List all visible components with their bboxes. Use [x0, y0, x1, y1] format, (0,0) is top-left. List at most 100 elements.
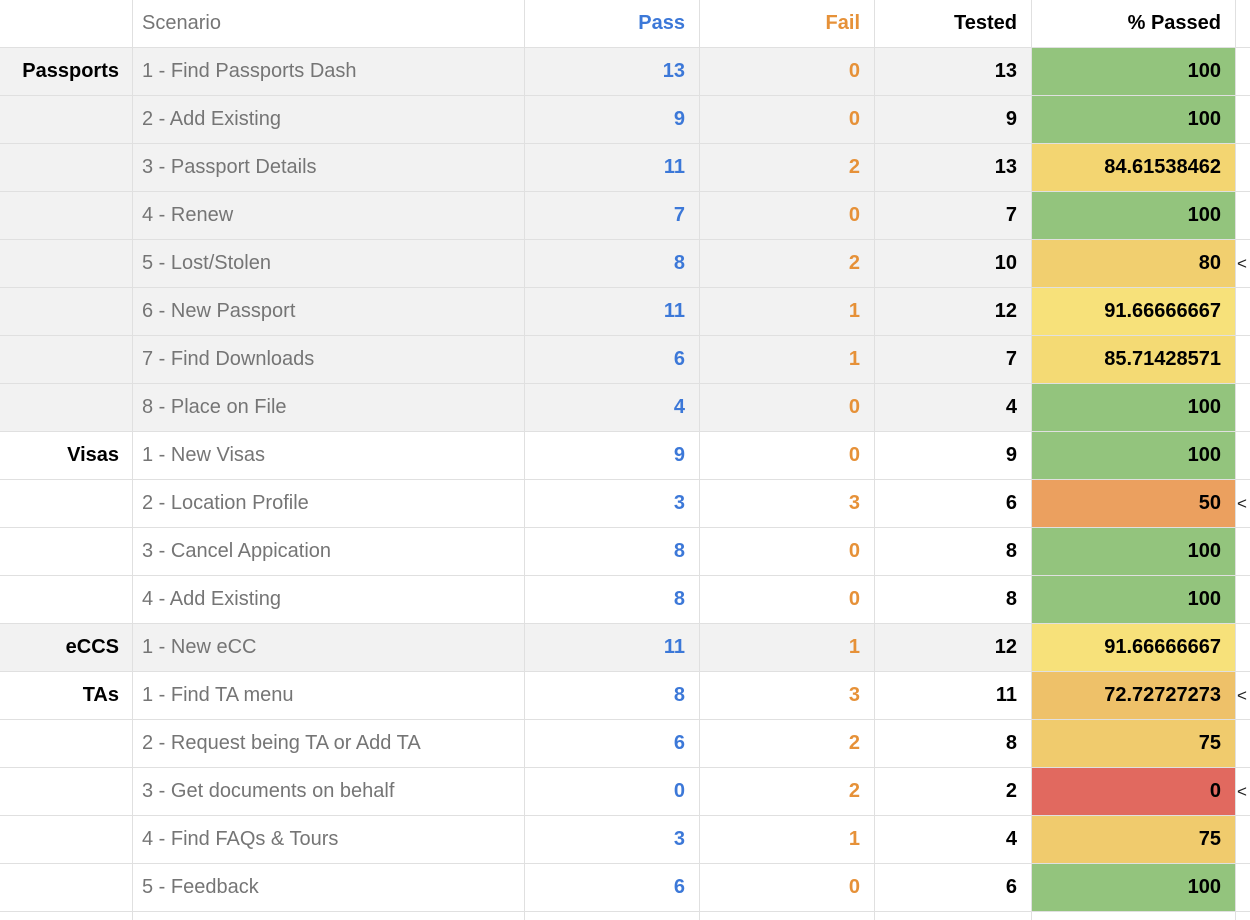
cell-pct-passed[interactable]: 100: [1032, 48, 1236, 96]
header-cell-overflow[interactable]: [1236, 0, 1250, 48]
cell-tested-count[interactable]: 6: [875, 864, 1032, 912]
cell-tested-count[interactable]: 12: [875, 288, 1032, 336]
cell-tested-count[interactable]: 8: [875, 720, 1032, 768]
cell-scenario[interactable]: 1 - New Visas: [133, 432, 525, 480]
cell-pass-count[interactable]: 7: [525, 192, 700, 240]
cell-scenario[interactable]: 5 - Feedback: [133, 864, 525, 912]
cell-pass-count[interactable]: 11: [525, 144, 700, 192]
cell-scenario[interactable]: 8 - Place on File: [133, 384, 525, 432]
header-cell-fail[interactable]: Fail: [700, 0, 875, 48]
cell-scenario[interactable]: 7 - Find Downloads: [133, 336, 525, 384]
cell-group-label[interactable]: TAs: [0, 672, 133, 720]
cell-fail-count[interactable]: 0: [700, 96, 875, 144]
cell-pass-count[interactable]: 6: [525, 864, 700, 912]
cell-pct-passed[interactable]: 100: [1032, 192, 1236, 240]
cell-group-label[interactable]: Passports: [0, 48, 133, 96]
cell-pct-passed[interactable]: 100: [1032, 864, 1236, 912]
cell-pass-count[interactable]: 6: [525, 720, 700, 768]
header-cell-tested[interactable]: Tested: [875, 0, 1032, 48]
cell-pass-count[interactable]: 8: [525, 576, 700, 624]
cell-pct-passed[interactable]: 100: [1032, 432, 1236, 480]
cell-pass-count[interactable]: 8: [525, 528, 700, 576]
cell-scenario[interactable]: 2 - Add Existing: [133, 96, 525, 144]
header-cell-group[interactable]: [0, 0, 133, 48]
partial-cell[interactable]: [0, 912, 133, 920]
cell-tested-count[interactable]: 4: [875, 816, 1032, 864]
cell-scenario[interactable]: 3 - Cancel Appication: [133, 528, 525, 576]
cell-group-label[interactable]: [0, 96, 133, 144]
cell-tested-count[interactable]: 6: [875, 480, 1032, 528]
cell-pct-passed[interactable]: 84.61538462: [1032, 144, 1236, 192]
cell-scenario[interactable]: 1 - Find Passports Dash: [133, 48, 525, 96]
cell-fail-count[interactable]: 1: [700, 624, 875, 672]
header-cell-scenario[interactable]: Scenario: [133, 0, 525, 48]
cell-pass-count[interactable]: 4: [525, 384, 700, 432]
cell-fail-count[interactable]: 1: [700, 288, 875, 336]
cell-pass-count[interactable]: 8: [525, 672, 700, 720]
partial-cell[interactable]: [525, 912, 700, 920]
cell-scenario[interactable]: 2 - Location Profile: [133, 480, 525, 528]
header-cell-pct-passed[interactable]: % Passed: [1032, 0, 1236, 48]
cell-tested-count[interactable]: 7: [875, 336, 1032, 384]
cell-pct-passed[interactable]: 91.66666667: [1032, 288, 1236, 336]
cell-tested-count[interactable]: 9: [875, 96, 1032, 144]
cell-group-label[interactable]: [0, 336, 133, 384]
cell-scenario[interactable]: 4 - Add Existing: [133, 576, 525, 624]
header-cell-pass[interactable]: Pass: [525, 0, 700, 48]
cell-fail-count[interactable]: 1: [700, 816, 875, 864]
cell-scenario[interactable]: 3 - Passport Details: [133, 144, 525, 192]
cell-group-label[interactable]: [0, 816, 133, 864]
cell-group-label[interactable]: [0, 192, 133, 240]
cell-group-label[interactable]: [0, 480, 133, 528]
cell-fail-count[interactable]: 3: [700, 672, 875, 720]
cell-fail-count[interactable]: 2: [700, 240, 875, 288]
cell-fail-count[interactable]: 0: [700, 192, 875, 240]
cell-pass-count[interactable]: 9: [525, 432, 700, 480]
cell-pass-count[interactable]: 11: [525, 624, 700, 672]
cell-scenario[interactable]: 6 - New Passport: [133, 288, 525, 336]
cell-pass-count[interactable]: 0: [525, 768, 700, 816]
cell-tested-count[interactable]: 11: [875, 672, 1032, 720]
cell-tested-count[interactable]: 12: [875, 624, 1032, 672]
cell-tested-count[interactable]: 4: [875, 384, 1032, 432]
cell-scenario[interactable]: 1 - Find TA menu: [133, 672, 525, 720]
cell-fail-count[interactable]: 2: [700, 144, 875, 192]
cell-pass-count[interactable]: 13: [525, 48, 700, 96]
cell-fail-count[interactable]: 0: [700, 48, 875, 96]
cell-pass-count[interactable]: 6: [525, 336, 700, 384]
cell-fail-count[interactable]: 2: [700, 768, 875, 816]
cell-scenario[interactable]: 5 - Lost/Stolen: [133, 240, 525, 288]
cell-tested-count[interactable]: 13: [875, 48, 1032, 96]
cell-pct-passed[interactable]: 75: [1032, 816, 1236, 864]
cell-group-label[interactable]: [0, 528, 133, 576]
cell-pass-count[interactable]: 9: [525, 96, 700, 144]
cell-group-label[interactable]: Visas: [0, 432, 133, 480]
cell-group-label[interactable]: [0, 144, 133, 192]
partial-cell[interactable]: [700, 912, 875, 920]
cell-group-label[interactable]: [0, 768, 133, 816]
cell-tested-count[interactable]: 10: [875, 240, 1032, 288]
cell-tested-count[interactable]: 8: [875, 576, 1032, 624]
cell-group-label[interactable]: [0, 384, 133, 432]
cell-tested-count[interactable]: 9: [875, 432, 1032, 480]
cell-scenario[interactable]: 4 - Renew: [133, 192, 525, 240]
cell-scenario[interactable]: 3 - Get documents on behalf: [133, 768, 525, 816]
cell-group-label[interactable]: [0, 288, 133, 336]
cell-pct-passed[interactable]: 100: [1032, 384, 1236, 432]
cell-tested-count[interactable]: 8: [875, 528, 1032, 576]
cell-group-label[interactable]: [0, 576, 133, 624]
cell-scenario[interactable]: 1 - New eCC: [133, 624, 525, 672]
cell-fail-count[interactable]: 1: [700, 336, 875, 384]
partial-cell[interactable]: [133, 912, 525, 920]
cell-pct-passed[interactable]: 91.66666667: [1032, 624, 1236, 672]
partial-cell[interactable]: [875, 912, 1032, 920]
cell-scenario[interactable]: 2 - Request being TA or Add TA: [133, 720, 525, 768]
cell-pct-passed[interactable]: 0: [1032, 768, 1236, 816]
cell-pct-passed[interactable]: 72.72727273: [1032, 672, 1236, 720]
cell-pass-count[interactable]: 3: [525, 480, 700, 528]
cell-group-label[interactable]: eCCS: [0, 624, 133, 672]
cell-pct-passed[interactable]: 75: [1032, 720, 1236, 768]
cell-fail-count[interactable]: 0: [700, 864, 875, 912]
cell-pass-count[interactable]: 3: [525, 816, 700, 864]
cell-tested-count[interactable]: 2: [875, 768, 1032, 816]
